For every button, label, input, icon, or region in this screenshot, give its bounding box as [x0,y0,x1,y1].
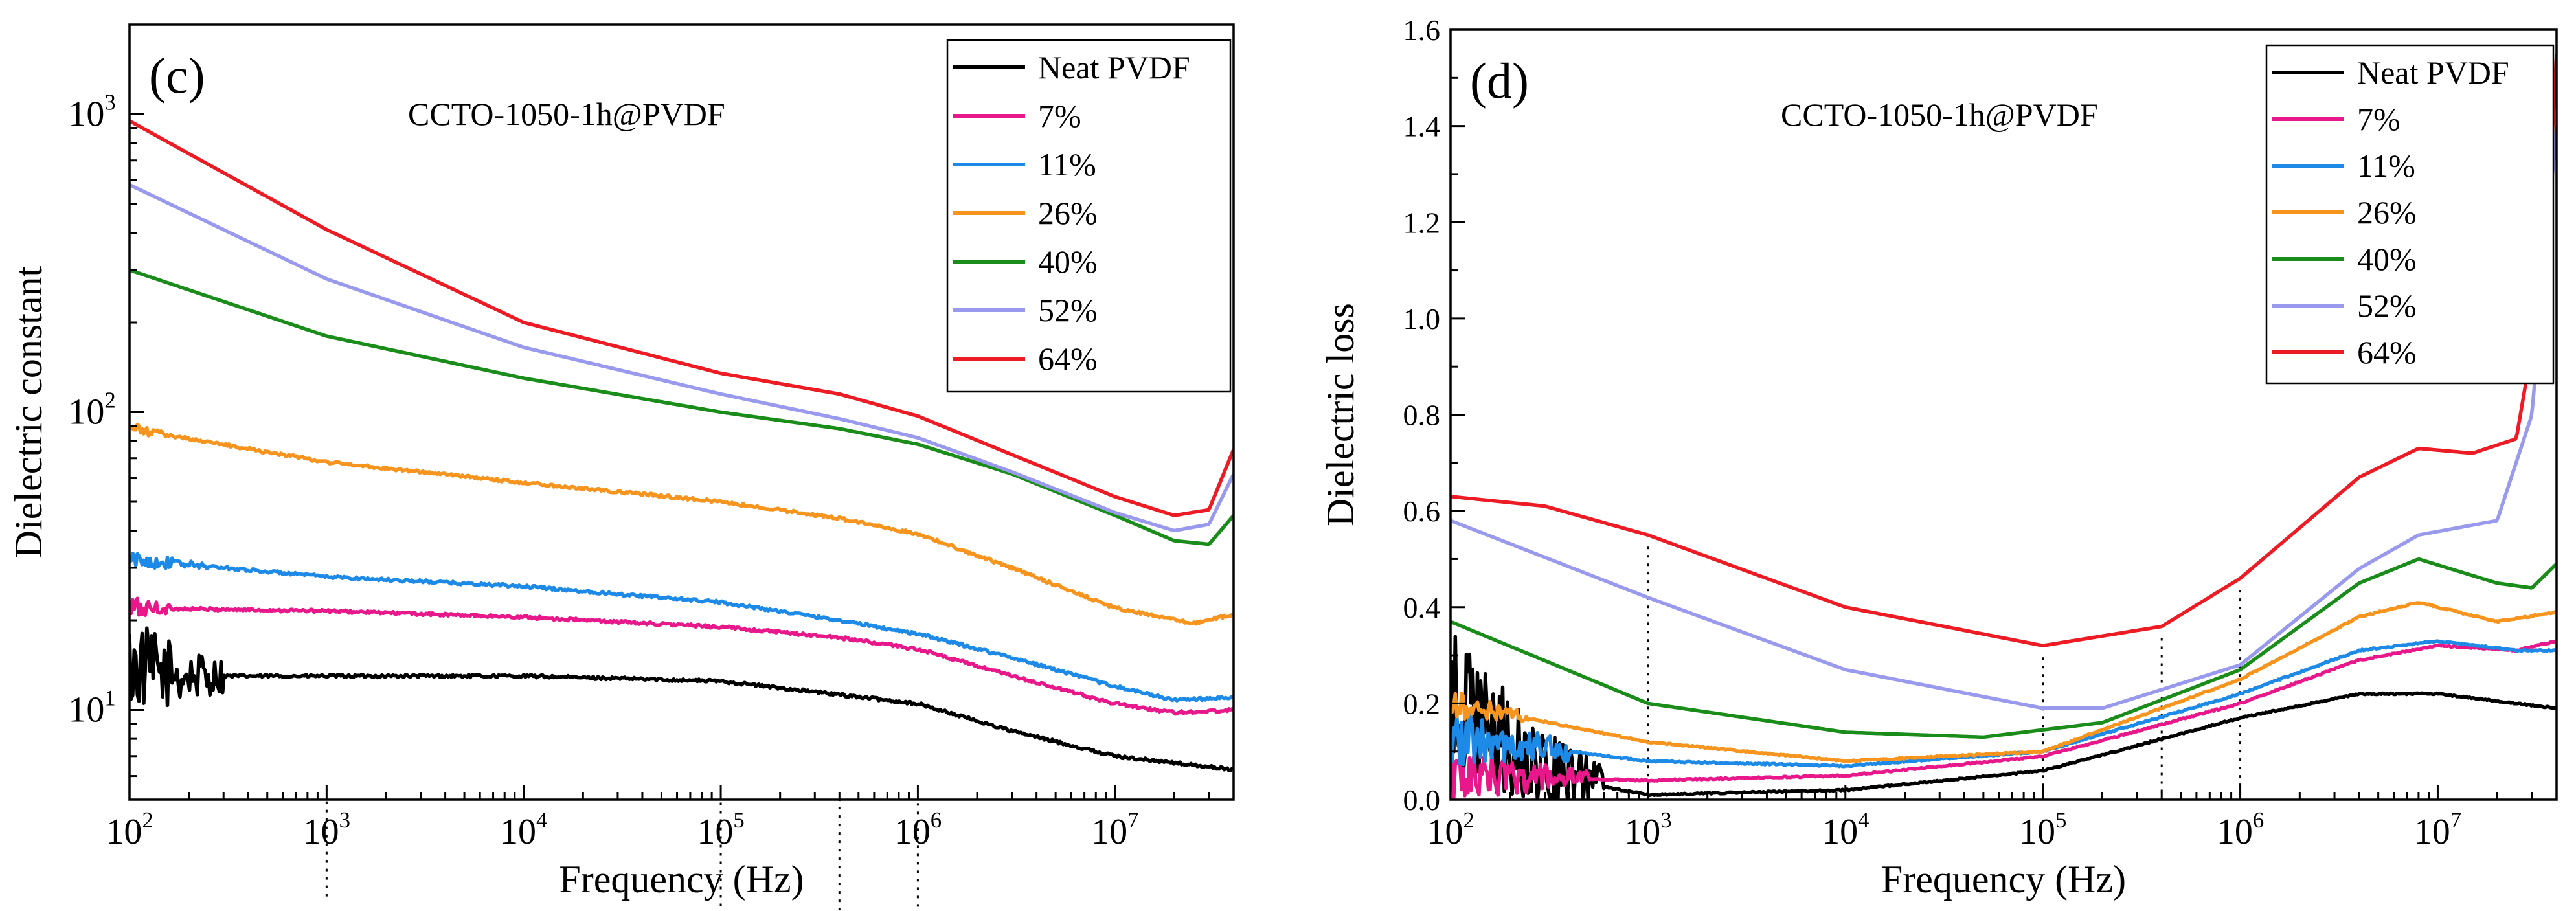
x-tick-label-exp: 6 [931,807,942,833]
legend: Neat PVDF 7% 11% 26% 40% 52% 64% [2265,44,2555,385]
series-line [1451,54,2557,647]
series-line [1451,126,2557,710]
x-tick-label-exp: 7 [1127,807,1138,833]
x-tick-label: 107 [2414,807,2461,852]
legend: Neat PVDF 7% 11% 26% 40% 52% 64% [946,39,1232,393]
legend-label: Neat PVDF [1038,49,1190,85]
x-tick-label: 106 [894,807,942,852]
legend-label: 40% [2357,241,2417,277]
x-tick-label-exp: 4 [1858,807,1869,833]
x-axis-label: Frequency (Hz) [559,858,804,901]
y-axis-label: Dielectric loss [1319,303,1362,526]
y-tick-label: 1.2 [1403,206,1441,239]
x-tick-label-base: 10 [2019,812,2055,852]
legend-label: 52% [1038,292,1098,328]
x-tick-label: 105 [2019,807,2066,852]
chart-annotation: CCTO-1050-1h@PVDF [408,96,725,132]
x-tick-label: 102 [106,807,153,852]
legend-label: 11% [1038,146,1096,183]
chart-annotation: CCTO-1050-1h@PVDF [1781,96,2098,133]
y-axis-label: Dielectric constant [7,265,50,558]
x-axis-label: Frequency (Hz) [1881,858,2126,901]
series-line [1451,601,2557,763]
x-tick-label-exp: 5 [733,807,744,833]
x-tick-label-base: 10 [697,812,733,852]
x-tick-label-exp: 3 [339,807,350,833]
y-tick-label: 1.6 [1403,14,1441,47]
legend-label: 7% [1038,98,1081,134]
x-tick-label-base: 10 [500,812,536,852]
y-tick-label-base: 10 [68,690,104,730]
y-tick-label: 0.0 [1403,783,1441,816]
legend-label: Neat PVDF [2357,54,2509,91]
series-line [130,596,1234,716]
x-tick-label: 107 [1091,807,1138,852]
x-tick-label-exp: 3 [1660,807,1671,833]
x-tick-label-base: 10 [1624,812,1660,852]
series-group [1451,54,2557,800]
x-tick-label: 106 [2217,807,2264,852]
x-tick-label-base: 10 [1822,812,1858,852]
y-tick-label-base: 10 [68,392,104,433]
y-tick-label-exp: 2 [104,387,115,412]
legend-label: 64% [1038,341,1098,377]
legend-label: 52% [2357,287,2417,324]
legend-label: 26% [1038,195,1098,231]
series-line [130,183,1234,533]
x-tick-label-base: 10 [1427,812,1463,852]
x-tick-label: 103 [303,807,350,852]
x-tick-label-exp: 2 [1463,807,1474,833]
series-group [130,119,1234,772]
chart-panel-d: 102 103 104 105 106 1070.00.20.40.60.81.01.21… [1319,14,2558,901]
legend-label: 64% [2357,334,2417,370]
y-tick-label: 102 [68,387,115,432]
y-tick-label-exp: 3 [104,89,115,115]
series-line [1451,639,2557,769]
x-tick-label: 103 [1624,807,1671,852]
x-tick-label: 104 [1822,807,1869,852]
x-tick-label: 105 [697,807,744,852]
x-tick-label-base: 10 [303,812,339,852]
y-tick-label: 1.0 [1403,302,1441,335]
legend-box [946,39,1232,393]
y-tick-label: 0.2 [1403,687,1441,720]
panel-label: (d) [1470,52,1529,109]
panel-label: (c) [149,47,205,104]
x-tick-label-exp: 2 [142,807,153,833]
x-tick-label-exp: 5 [2055,807,2066,833]
series-line [130,552,1234,703]
y-tick-label: 0.8 [1403,399,1441,432]
x-tick-label: 102 [1427,807,1474,852]
legend-label: 7% [2357,101,2401,137]
x-tick-label-base: 10 [2217,812,2253,852]
x-tick-label: 104 [500,807,547,852]
legend-label: 40% [1038,243,1098,280]
x-tick-label-exp: 4 [536,807,547,833]
legend-label: 26% [2357,194,2417,231]
y-tick-label-exp: 1 [104,685,115,710]
y-tick-label: 0.4 [1403,591,1441,624]
y-tick-label: 103 [68,89,115,134]
series-line [130,626,1234,772]
y-tick-label: 1.4 [1403,110,1441,143]
series-line [1451,635,2557,800]
legend-label: 11% [2357,148,2415,184]
x-tick-label-base: 10 [106,812,142,852]
series-line [130,268,1234,546]
series-line [130,119,1234,517]
series-line [1451,557,2557,739]
x-tick-label-base: 10 [1091,812,1127,852]
x-tick-label-base: 10 [2414,812,2450,852]
x-tick-label-base: 10 [894,812,931,852]
x-tick-label-exp: 7 [2450,807,2461,833]
y-tick-label: 101 [68,685,115,730]
series-line [130,422,1234,626]
series-line [1451,639,2557,800]
y-tick-label: 0.6 [1403,495,1441,528]
y-tick-label-base: 10 [68,94,104,134]
x-tick-label-exp: 6 [2253,807,2264,833]
